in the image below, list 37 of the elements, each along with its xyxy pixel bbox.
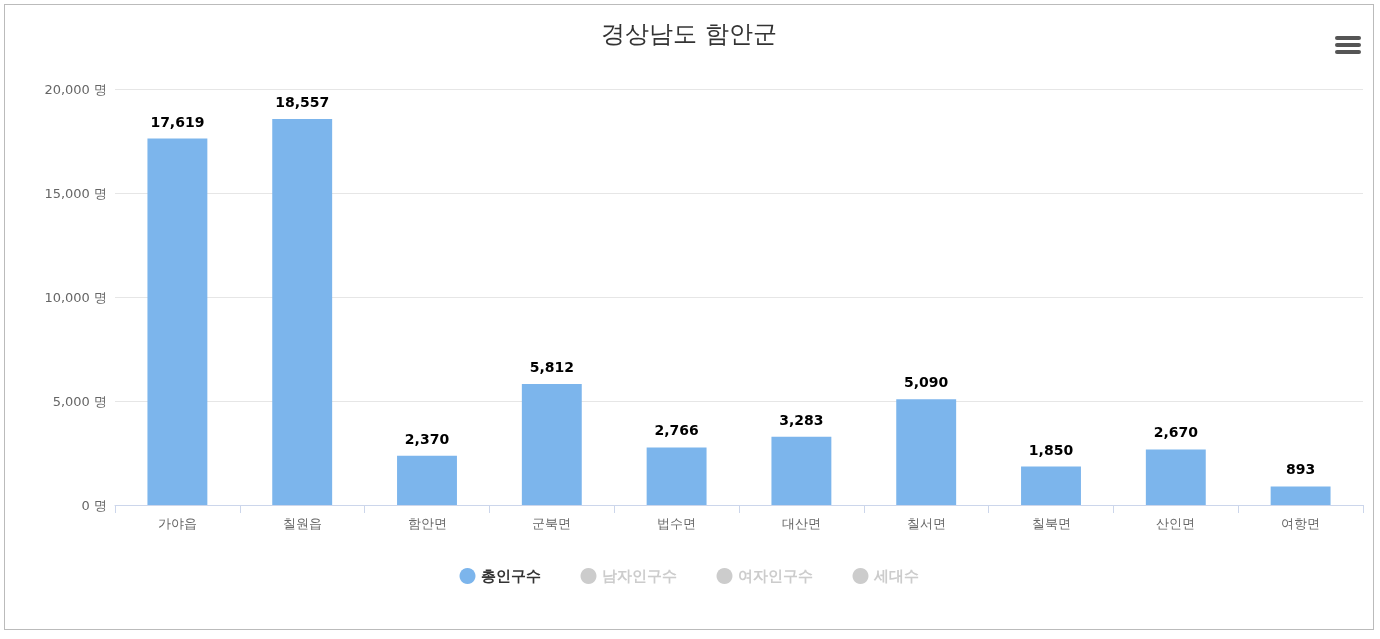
y-tick-label: 0 명 (81, 497, 107, 513)
data-label: 3,283 (779, 411, 824, 428)
x-tick-label: 법수면 (657, 516, 697, 531)
x-tick-label: 여항면 (1281, 516, 1321, 531)
bar (646, 447, 707, 505)
data-label: 17,619 (150, 113, 205, 130)
x-tick-label: 대산면 (781, 516, 821, 531)
x-tick-label: 산인면 (1156, 516, 1196, 531)
legend-label: 총인구수 (480, 567, 541, 585)
bar (771, 436, 832, 505)
y-tick-label: 20,000 명 (44, 81, 107, 97)
data-label: 2,370 (404, 430, 450, 447)
x-tick-label: 가야읍 (157, 516, 197, 531)
bar (1021, 466, 1081, 505)
bar (896, 399, 957, 505)
y-tick-label: 10,000 명 (44, 289, 107, 305)
bar (1270, 486, 1331, 505)
x-tick-label: 함안면 (407, 516, 447, 531)
bar (521, 384, 582, 505)
x-tick-label: 칠서면 (906, 516, 946, 531)
data-label: 2,670 (1153, 424, 1199, 441)
data-label: 1,850 (1028, 441, 1074, 458)
data-label: 893 (1285, 461, 1316, 478)
bar (272, 119, 333, 505)
y-tick-label: 5,000 명 (52, 393, 107, 409)
bar (147, 138, 208, 505)
bar (397, 455, 457, 505)
x-tick-label: 칠북면 (1031, 516, 1071, 531)
x-tick-label: 칠원읍 (282, 516, 322, 531)
data-label: 2,766 (654, 422, 699, 439)
chart-title: 경상남도 함안군 (601, 20, 777, 48)
data-label: 18,557 (275, 94, 330, 111)
bar (1145, 449, 1206, 505)
data-label: 5,812 (529, 359, 574, 376)
x-tick-label: 군북면 (532, 516, 572, 531)
y-tick-label: 15,000 명 (44, 185, 107, 201)
data-label: 5,090 (904, 374, 949, 391)
